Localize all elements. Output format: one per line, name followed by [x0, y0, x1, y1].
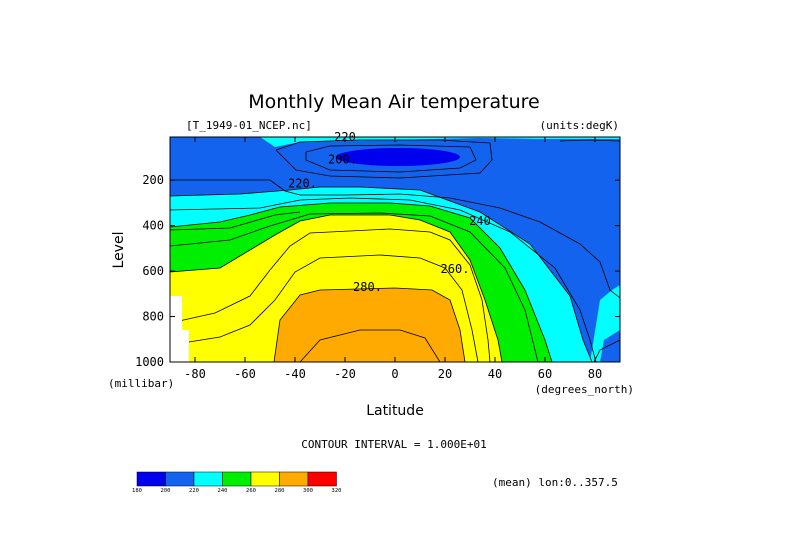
y-axis-label: Level [111, 232, 127, 269]
units-label: (units:degK) [540, 119, 619, 132]
contour-line-4 [273, 287, 466, 362]
contour-line-1 [170, 202, 553, 362]
colorbar-swatch [193, 471, 223, 487]
x-tick-label: -20 [334, 367, 356, 381]
colorbar: 180 200 220 240 260 280 300 320 [132, 471, 342, 494]
contour-line-11 [275, 139, 493, 179]
colorbar-tick-label: 200 [161, 488, 171, 494]
x-tick-label: -40 [284, 367, 306, 381]
chart-title: Monthly Mean Air temperature [248, 91, 539, 113]
source-file-label: [T_1949-01_NCEP.nc] [186, 119, 312, 132]
colorbar-swatch [279, 471, 309, 487]
y-tick-label: 1000 [135, 355, 164, 369]
contour-label: 280. [353, 280, 382, 294]
colorbar-tick-label: 280 [275, 488, 285, 494]
x-tick-label: -80 [184, 367, 206, 381]
contour-label: 220. [288, 177, 317, 191]
temperature-band-4 [170, 203, 552, 362]
contour-line-3 [170, 228, 491, 362]
x-units-label: (degrees_north) [535, 383, 634, 396]
contour-line-10 [170, 211, 301, 231]
colorbar-tick-label: 220 [189, 488, 199, 494]
colorbar-swatch [222, 471, 252, 487]
contour-line-5 [170, 179, 620, 299]
x-axis-label: Latitude [366, 403, 424, 419]
mean-longitude-note: (mean) lon:0..357.5 [492, 476, 618, 489]
temperature-band-1 [170, 137, 620, 298]
colorbar-tick-label: 180 [132, 488, 142, 494]
y-tick-label: 600 [142, 264, 164, 278]
contour-line-2 [170, 214, 503, 362]
y-tick-label: 200 [142, 173, 164, 187]
contour-line-0 [170, 186, 593, 362]
y-tick-label: 400 [142, 219, 164, 233]
colorbar-tick-label: 320 [332, 488, 342, 494]
contour-line-7 [170, 212, 539, 362]
colorbar-tick-label: 240 [218, 488, 228, 494]
x-tick-label: 40 [488, 367, 502, 381]
contour-interval-note: CONTOUR INTERVAL = 1.000E+01 [301, 438, 486, 451]
colorbar-swatch [250, 471, 280, 487]
x-tick-label: 60 [538, 367, 552, 381]
cold-core-band [336, 148, 460, 166]
temperature-band-north-cold [600, 330, 620, 362]
colorbar-tick-label: 300 [303, 488, 313, 494]
x-tick-label: 0 [391, 367, 398, 381]
x-tick-label: 20 [438, 367, 452, 381]
contour-label: 200. [328, 153, 357, 167]
colorbar-swatch [136, 471, 166, 487]
contour-label: 260. [441, 262, 470, 276]
contour-line-14 [593, 339, 620, 362]
contour-line-13 [559, 139, 620, 142]
temperature-band-2 [170, 180, 620, 362]
contour-line-9 [299, 329, 441, 362]
colorbar-swatch [165, 471, 195, 487]
colorbar-tick-label: 260 [246, 488, 256, 494]
contour-line-12 [305, 144, 477, 173]
x-tick-label: 80 [588, 367, 602, 381]
y-tick-label: 800 [142, 310, 164, 324]
contour-line-8 [170, 254, 479, 362]
contour-label: 240 [469, 214, 491, 228]
missing-data-block [170, 296, 182, 362]
y-units-label: (millibar) [108, 377, 174, 390]
temperature-band-7 [170, 288, 620, 362]
contour-line-6 [170, 197, 597, 362]
colorbar-swatch [307, 471, 337, 487]
temperature-band-5 [170, 215, 502, 362]
missing-data-block [182, 330, 189, 362]
x-tick-label: -60 [234, 367, 256, 381]
temperature-band-3 [170, 187, 592, 362]
